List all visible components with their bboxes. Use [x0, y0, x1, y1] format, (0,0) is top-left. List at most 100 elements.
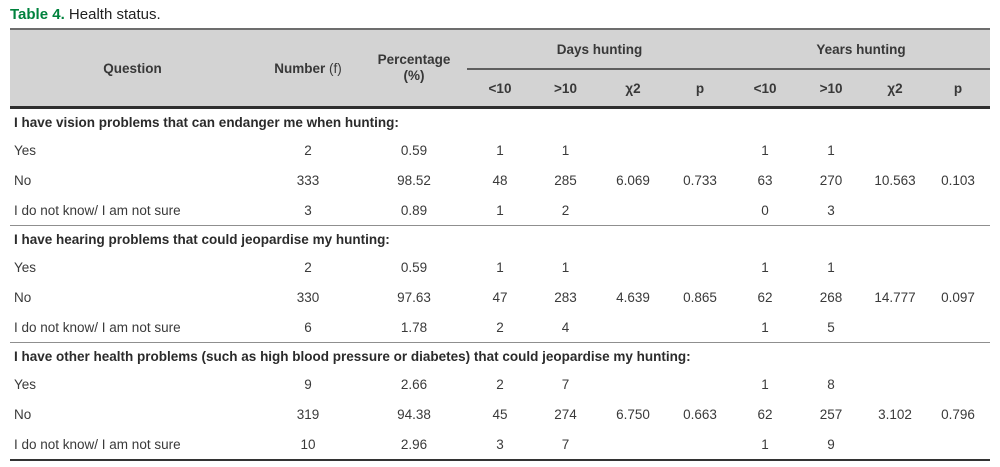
- cell-percentage: 2.96: [361, 429, 467, 461]
- cell-years-lt10: 63: [757, 172, 773, 188]
- cell-years-chi2: 14.777: [874, 289, 916, 305]
- cell-years-chi2: [864, 369, 926, 399]
- cell-days-p: 0.733: [683, 172, 717, 188]
- cell-days-gt10: 285: [554, 172, 577, 188]
- cell-days-gt10: 2: [533, 195, 598, 226]
- cell-years-p: 0.097: [941, 289, 975, 305]
- cell-percentage: 97.63: [397, 289, 431, 305]
- cell-years-p: [926, 369, 990, 399]
- cell-days-chi2: [598, 369, 668, 399]
- cell-days-gt10: 1: [561, 142, 570, 158]
- cell-days-gt10: 7: [533, 429, 598, 461]
- cell-days-lt10: 2: [467, 312, 533, 343]
- table-row: Yes 2 0.59 1 1 1 1: [10, 252, 990, 282]
- cell-years-chi2: 3.102: [878, 406, 912, 422]
- cell-years-gt10: 8: [827, 376, 835, 392]
- table-row: No 319 94.38 45 274 6.750 0.663 62 257 3…: [10, 399, 990, 429]
- group-header-years-hunting: Years hunting: [732, 28, 991, 70]
- section-header-text: I have other health problems (such as hi…: [14, 348, 691, 364]
- cell-days-lt10: 2: [496, 376, 504, 392]
- cell-days-gt10: 1: [561, 259, 570, 275]
- cell-percentage: 1.78: [361, 312, 467, 343]
- table-row: No 330 97.63 47 283 4.639 0.865 62 268 1…: [10, 282, 990, 312]
- cell-number: 9: [304, 376, 312, 392]
- subcol-years-chi2: χ2: [864, 69, 927, 109]
- cell-days-gt10: 274: [554, 406, 577, 422]
- table-row: I do not know/ I am not sure 10 2.96 3 7…: [10, 429, 991, 461]
- row-label: Yes: [14, 376, 37, 392]
- column-header-question: Question: [10, 28, 255, 109]
- row-label: I do not know/ I am not sure: [10, 312, 255, 343]
- cell-days-chi2: [598, 312, 668, 343]
- cell-days-lt10: 1: [496, 142, 504, 158]
- cell-years-chi2: [864, 195, 927, 226]
- cell-days-lt10: 1: [496, 259, 504, 275]
- header-group-row: Question Number (f) Percentage (%) Days …: [10, 28, 991, 109]
- cell-days-lt10: 3: [467, 429, 533, 461]
- row-label: Yes: [14, 142, 37, 158]
- header-subcol-row: <10 >10 χ2 p <10 >10 χ2 p: [10, 69, 991, 109]
- cell-percentage: 94.38: [397, 406, 431, 422]
- cell-years-p: [926, 429, 991, 461]
- number-unit: (f): [329, 60, 342, 76]
- cell-days-lt10: 47: [492, 289, 508, 305]
- cell-years-p: 0.103: [941, 172, 975, 188]
- table-caption-label: Table 4.: [10, 6, 65, 23]
- row-label: Yes: [14, 259, 37, 275]
- cell-years-p: [926, 312, 991, 343]
- cell-number: 2: [304, 259, 312, 275]
- health-status-table: Question Number (f) Percentage (%) Days …: [10, 28, 991, 461]
- cell-days-chi2: [598, 429, 668, 461]
- cell-years-gt10: 1: [827, 142, 835, 158]
- table-row: No 333 98.52 48 285 6.069 0.733 63 270 1…: [10, 165, 990, 195]
- cell-days-chi2: 6.069: [616, 172, 650, 188]
- group-header-days-hunting: Days hunting: [467, 28, 733, 70]
- section-header-hearing: I have hearing problems that could jeopa…: [10, 226, 990, 253]
- subcol-days-lt10: <10: [467, 69, 533, 109]
- cell-percentage: 2.66: [400, 376, 428, 392]
- cell-number: 6: [255, 312, 361, 343]
- cell-years-gt10: 268: [819, 289, 843, 305]
- number-label: Number: [274, 60, 326, 76]
- cell-days-chi2: [598, 252, 668, 282]
- cell-days-p: [668, 135, 732, 165]
- cell-years-gt10: 3: [798, 195, 865, 226]
- section-header-text: I have hearing problems that could jeopa…: [14, 231, 390, 247]
- cell-years-gt10: 5: [798, 312, 865, 343]
- subcol-days-chi2: χ2: [598, 69, 668, 109]
- cell-years-p: [926, 195, 991, 226]
- cell-years-lt10: 1: [761, 259, 769, 275]
- cell-years-p: [926, 252, 990, 282]
- row-label: No: [14, 289, 32, 305]
- row-label: No: [14, 172, 32, 188]
- subcol-years-lt10: <10: [732, 69, 799, 109]
- percentage-label: Percentage: [377, 52, 451, 67]
- cell-years-chi2: [864, 312, 927, 343]
- table-caption: Table 4. Health status.: [0, 0, 1000, 28]
- cell-percentage: 0.59: [400, 142, 428, 158]
- cell-days-gt10: 7: [561, 376, 570, 392]
- cell-number: 2: [304, 142, 312, 158]
- cell-percentage: 98.52: [397, 172, 431, 188]
- cell-years-lt10: 0: [732, 195, 799, 226]
- subcol-years-gt10: >10: [798, 69, 865, 109]
- cell-years-chi2: [864, 429, 927, 461]
- cell-days-chi2: 4.639: [616, 289, 650, 305]
- table-row: I do not know/ I am not sure 6 1.78 2 4 …: [10, 312, 991, 343]
- row-label: I do not know/ I am not sure: [10, 195, 255, 226]
- section-header-text: I have vision problems that can endanger…: [14, 114, 399, 130]
- subcol-years-p: p: [926, 69, 991, 109]
- subcol-days-p: p: [668, 69, 733, 109]
- section-header-vision: I have vision problems that can endanger…: [10, 108, 990, 136]
- cell-number: 3: [255, 195, 361, 226]
- cell-years-chi2: [864, 252, 926, 282]
- cell-years-chi2: [864, 135, 926, 165]
- cell-days-gt10: 283: [554, 289, 577, 305]
- cell-percentage: 0.59: [400, 259, 428, 275]
- cell-years-gt10: 9: [798, 429, 865, 461]
- cell-days-p: [668, 429, 733, 461]
- row-label: No: [14, 406, 32, 422]
- cell-number: 333: [296, 172, 320, 188]
- cell-years-lt10: 1: [761, 376, 769, 392]
